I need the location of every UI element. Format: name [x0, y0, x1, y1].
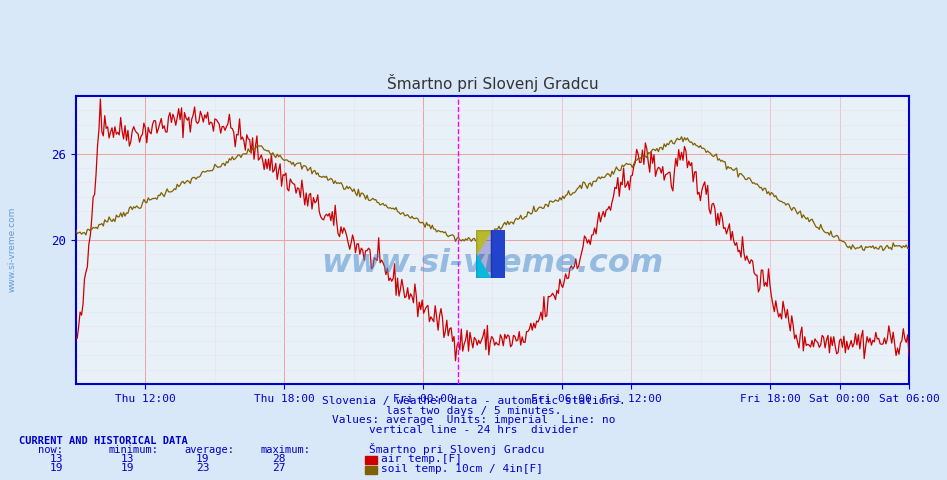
Polygon shape: [476, 230, 491, 278]
Text: soil temp. 10cm / 4in[F]: soil temp. 10cm / 4in[F]: [381, 464, 543, 474]
Text: vertical line - 24 hrs  divider: vertical line - 24 hrs divider: [369, 425, 578, 435]
Text: 23: 23: [196, 463, 209, 473]
Text: Slovenia / weather data - automatic stations.: Slovenia / weather data - automatic stat…: [322, 396, 625, 406]
Text: average:: average:: [185, 444, 235, 455]
Bar: [365, 456, 377, 464]
Text: Values: average  Units: imperial  Line: no: Values: average Units: imperial Line: no: [331, 415, 616, 425]
Polygon shape: [491, 230, 505, 278]
Polygon shape: [476, 230, 491, 254]
Text: last two days / 5 minutes.: last two days / 5 minutes.: [385, 406, 562, 416]
Polygon shape: [476, 254, 491, 278]
Text: maximum:: maximum:: [260, 444, 311, 455]
Text: 27: 27: [272, 463, 285, 473]
Text: 19: 19: [49, 463, 63, 473]
Bar: [365, 466, 377, 474]
Text: minimum:: minimum:: [109, 444, 159, 455]
Text: Šmartno pri Slovenj Gradcu: Šmartno pri Slovenj Gradcu: [369, 443, 545, 455]
Text: www.si-vreme.com: www.si-vreme.com: [321, 248, 664, 278]
Text: www.si-vreme.com: www.si-vreme.com: [8, 207, 17, 292]
Title: Šmartno pri Slovenj Gradcu: Šmartno pri Slovenj Gradcu: [386, 74, 599, 92]
Text: 28: 28: [272, 454, 285, 464]
Text: 13: 13: [49, 454, 63, 464]
Text: CURRENT AND HISTORICAL DATA: CURRENT AND HISTORICAL DATA: [19, 435, 188, 445]
Text: air temp.[F]: air temp.[F]: [381, 454, 462, 464]
Text: now:: now:: [38, 444, 63, 455]
Text: 13: 13: [120, 454, 134, 464]
Text: 19: 19: [196, 454, 209, 464]
Text: 19: 19: [120, 463, 134, 473]
